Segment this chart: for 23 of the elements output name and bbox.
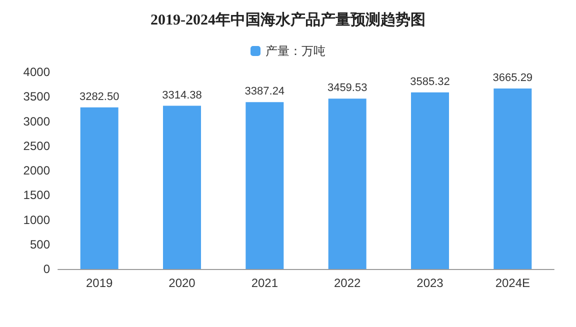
legend-label: 产量：万吨 [266,44,326,58]
y-tick-label: 1000 [23,212,50,227]
y-tick-label: 2500 [23,138,50,153]
data-label: 3459.53 [327,82,368,94]
x-tick-label: 2023 [416,276,444,290]
data-label: 3665.29 [492,72,533,84]
y-tick-label: 500 [30,237,50,252]
data-label: 3387.24 [244,86,285,98]
y-tick-label: 3000 [23,114,50,128]
data-label: 3282.50 [79,90,120,103]
data-label: 3314.38 [162,89,202,102]
y-tick-label: 1500 [23,188,50,202]
y-tick-label: 4000 [23,65,50,79]
x-tick-label: 2019 [86,276,114,290]
y-tick-label: 0 [43,262,50,276]
x-tick-label: 2021 [251,276,278,290]
data-label: 3585.32 [410,76,450,88]
y-tick-label: 2000 [23,164,50,178]
y-tick-label: 3500 [23,90,50,104]
x-tick-label: 2020 [168,276,196,290]
x-tick-label: 2022 [334,276,362,290]
chart-title: 2019-2024年中国海水产品产量预测趋势图 [150,12,426,28]
x-tick-label: 2024E [495,276,530,290]
